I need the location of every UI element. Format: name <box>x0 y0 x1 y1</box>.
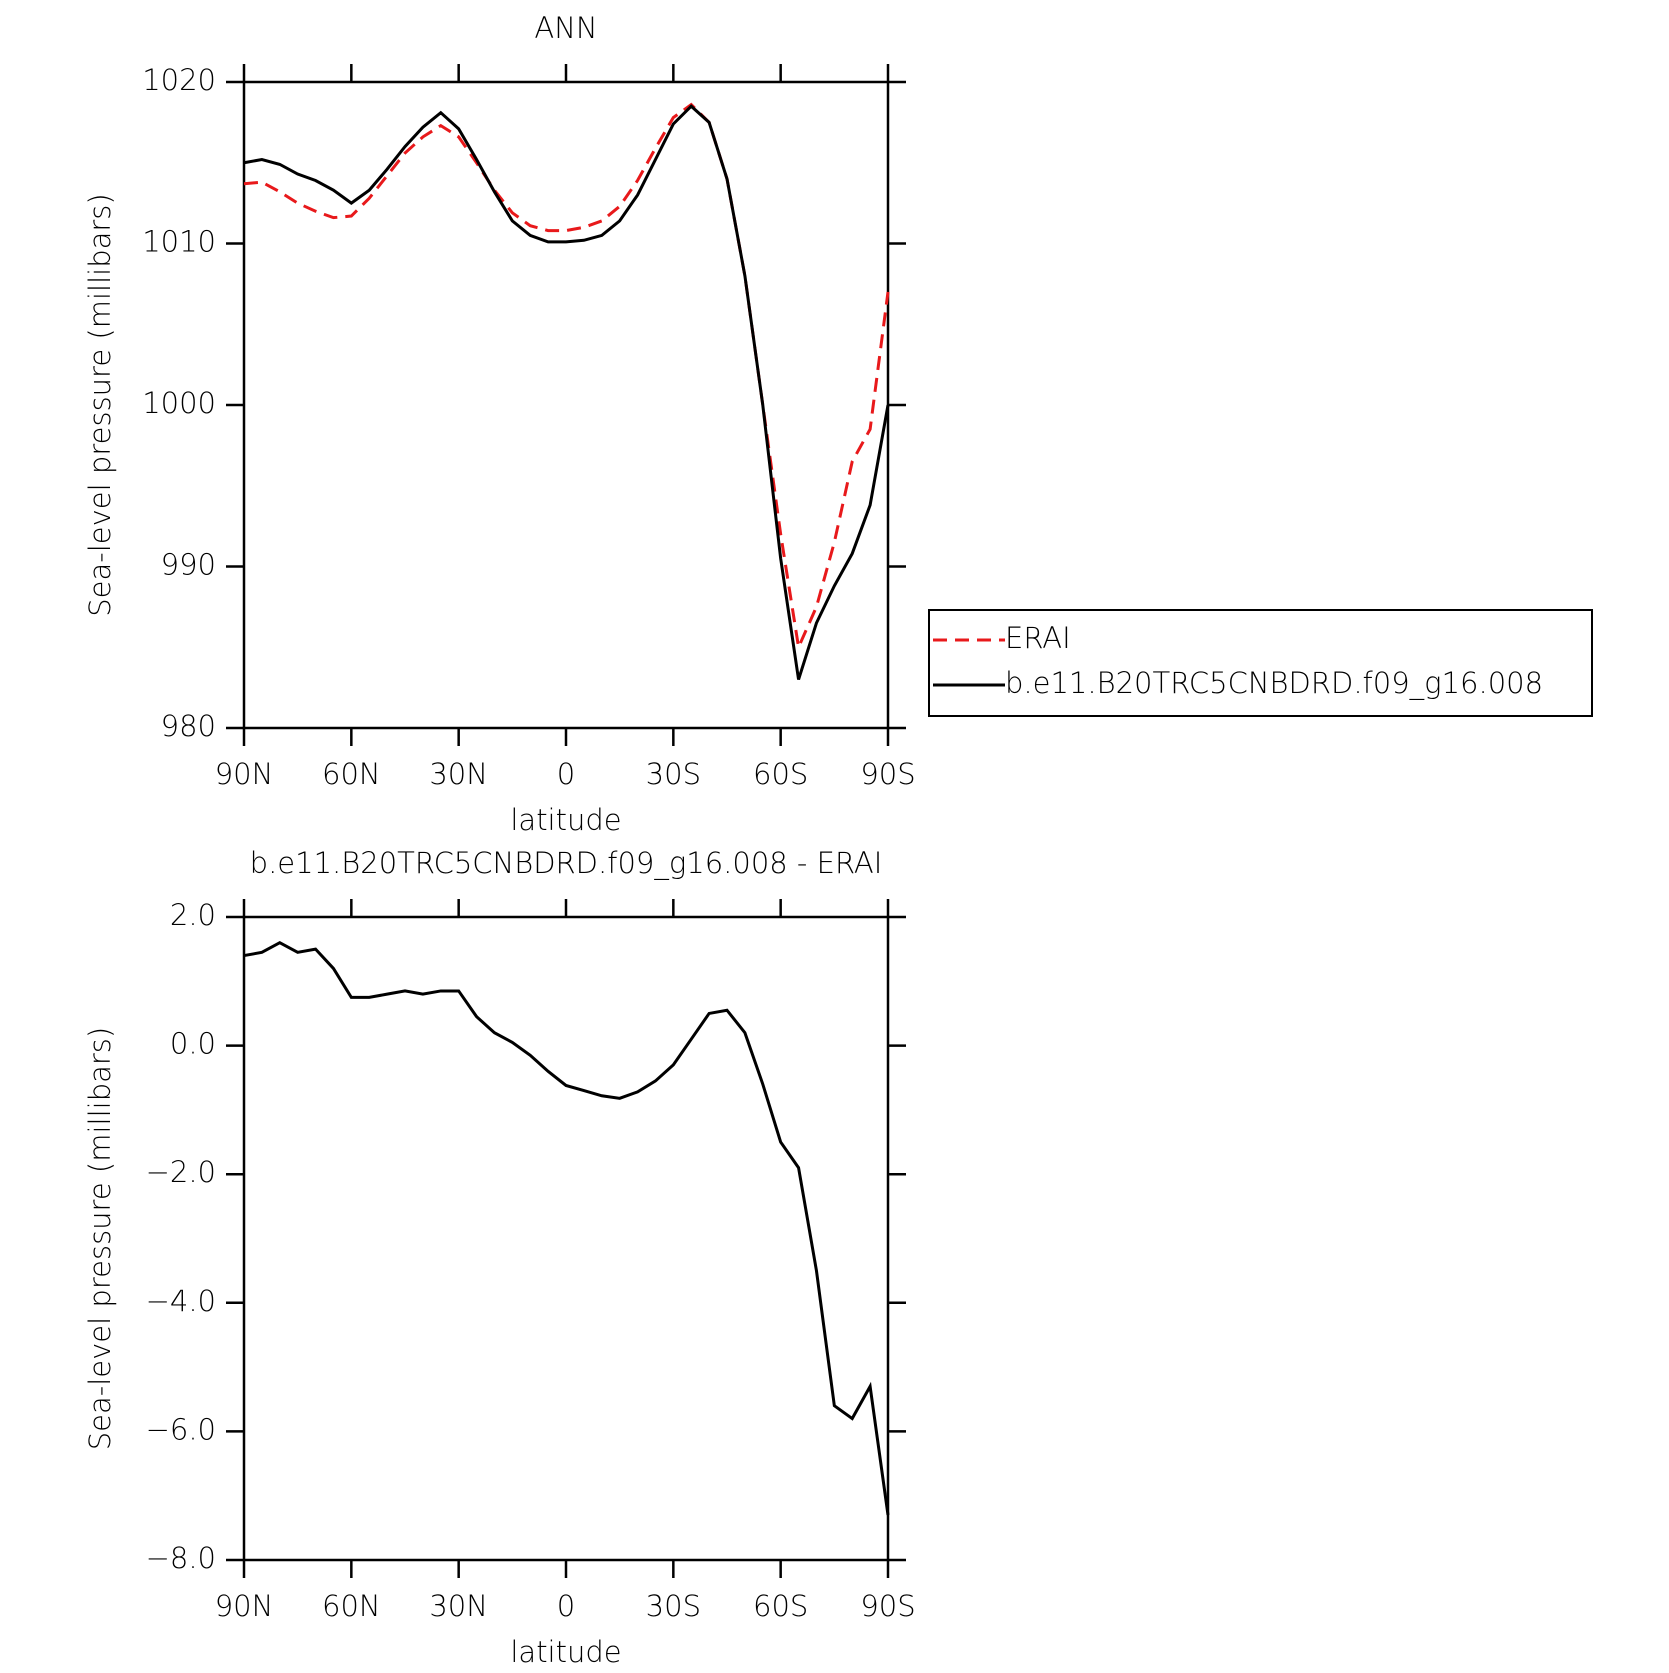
x-tick-label: 30S <box>646 757 701 791</box>
x-tick-label: 60N <box>322 757 381 791</box>
legend-label: b.e11.B20TRC5CNBDRD.f09_g16.008 <box>1005 666 1543 701</box>
y-tick-label: 990 <box>161 548 216 582</box>
chart-title: ANN <box>534 11 597 45</box>
plot-frame <box>242 915 890 1562</box>
data-line <box>243 104 890 681</box>
x-tick-label: 60S <box>753 757 808 791</box>
x-tick-label: 90S <box>860 757 915 791</box>
legend-label: ERAI <box>1005 621 1071 655</box>
x-tick-label: 30N <box>429 757 488 791</box>
y-tick-label: 2.0 <box>170 898 216 932</box>
x-axis-label: latitude <box>510 803 621 837</box>
legend-box <box>928 609 1593 717</box>
y-tick-label: −2.0 <box>146 1155 216 1189</box>
x-tick-label: 30N <box>429 1589 488 1623</box>
y-axis-label: Sea-level pressure (millibars) <box>83 1027 117 1450</box>
y-tick-label: 1000 <box>142 386 216 420</box>
x-tick-label: 90S <box>860 1589 915 1623</box>
y-axis-label: Sea-level pressure (millibars) <box>83 193 117 616</box>
chart-title: b.e11.B20TRC5CNBDRD.f09_g16.008 - ERAI <box>250 846 883 881</box>
y-tick-label: 0.0 <box>170 1027 216 1061</box>
x-tick-label: 60N <box>322 1589 381 1623</box>
data-line <box>243 941 890 1516</box>
y-tick-label: −8.0 <box>146 1541 216 1575</box>
y-tick-label: 1020 <box>142 63 216 97</box>
data-line <box>243 102 890 653</box>
x-axis-label: latitude <box>510 1635 621 1669</box>
y-tick-label: −4.0 <box>146 1284 216 1318</box>
x-tick-label: 30S <box>646 1589 701 1623</box>
y-tick-label: −6.0 <box>146 1412 216 1446</box>
x-tick-label: 0 <box>557 1589 575 1623</box>
x-tick-label: 90N <box>215 757 274 791</box>
y-tick-label: 1010 <box>142 225 216 259</box>
x-tick-label: 0 <box>557 757 575 791</box>
x-tick-label: 90N <box>215 1589 274 1623</box>
x-tick-label: 60S <box>753 1589 808 1623</box>
y-tick-label: 980 <box>161 709 216 743</box>
